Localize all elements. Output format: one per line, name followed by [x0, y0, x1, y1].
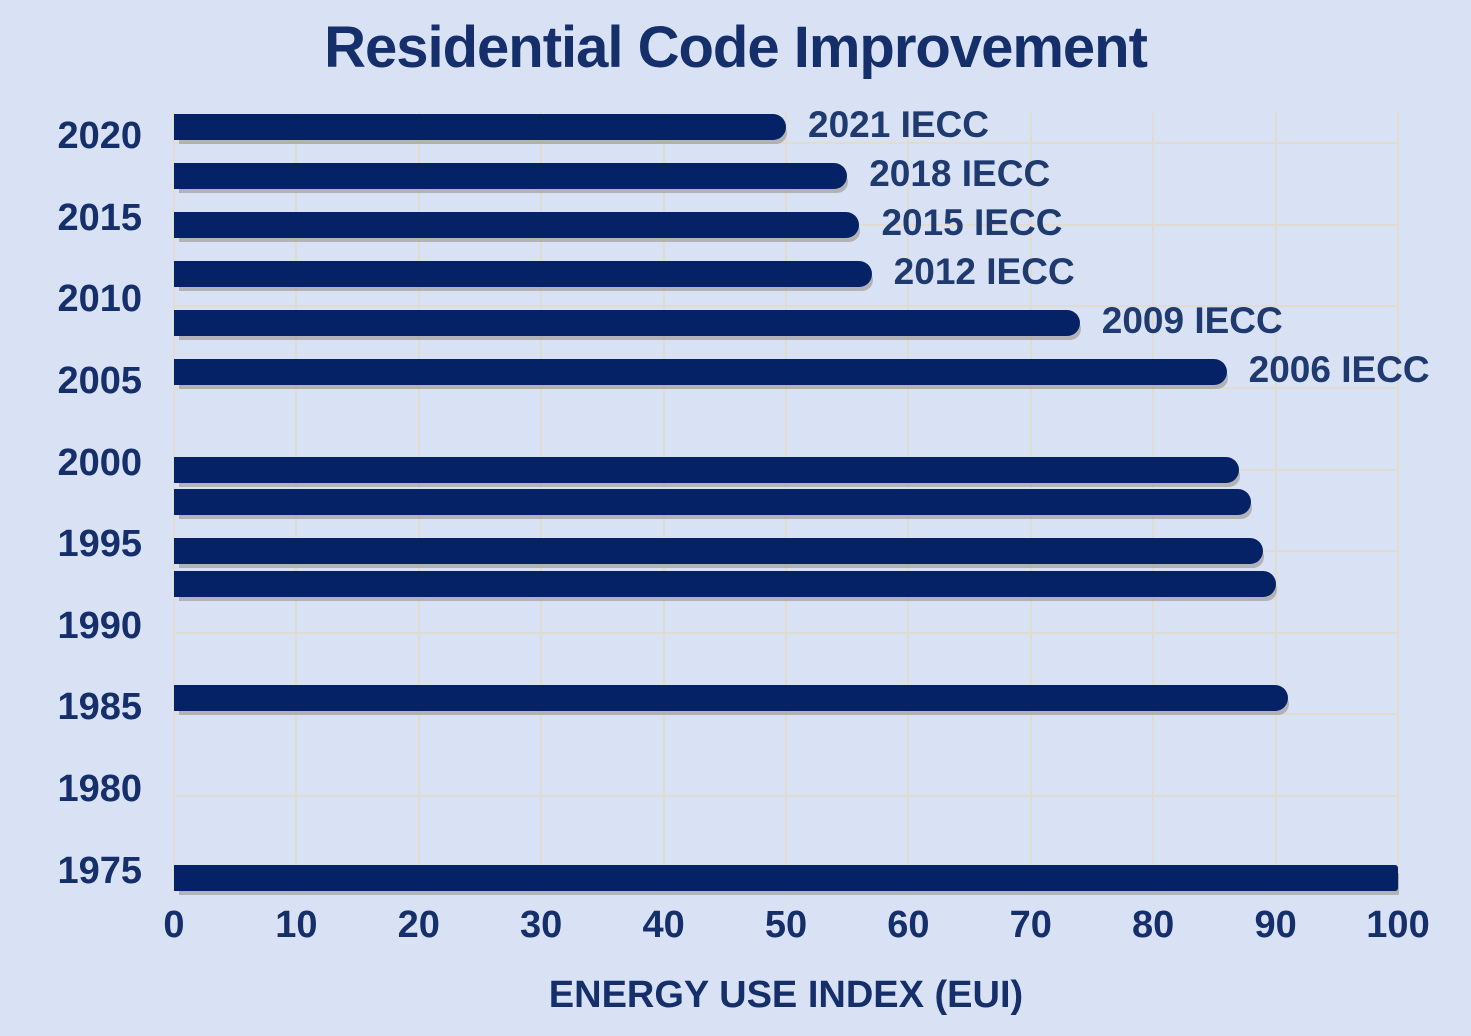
y-tick-label-1985: 1985: [57, 686, 142, 729]
x-tick-label-20: 20: [397, 904, 440, 946]
x-tick-label-30: 30: [520, 904, 563, 946]
y-tick-label-1990: 1990: [57, 604, 142, 647]
bar-label-2006: 2006 IECC: [1248, 348, 1430, 390]
bar-1986: [174, 684, 1288, 711]
x-tick-label-10: 10: [275, 904, 318, 946]
y-tick-label-2005: 2005: [57, 359, 142, 402]
bar-label-2021: 2021 IECC: [808, 103, 989, 145]
bar-1993: [174, 570, 1276, 597]
y-tick-label-2010: 2010: [57, 278, 142, 321]
x-tick-label-80: 80: [1132, 904, 1175, 946]
bar-2021: [174, 113, 786, 140]
y-tick-label-1980: 1980: [57, 767, 142, 810]
y-tick-label-2015: 2015: [57, 196, 142, 239]
y-tick-label-1975: 1975: [57, 849, 142, 892]
bar-1975: [174, 864, 1398, 891]
bar-label-2009: 2009 IECC: [1101, 299, 1283, 341]
bar-2000: [174, 456, 1239, 483]
bar-label-2018: 2018 IECC: [869, 152, 1051, 194]
y-tick-label-2000: 2000: [57, 441, 142, 484]
bar-1995: [174, 538, 1264, 565]
bar-1998: [174, 489, 1252, 516]
x-axis-title: ENERGY USE INDEX (EUI): [548, 974, 1024, 1016]
bar-2009: [174, 309, 1080, 336]
bar-2012: [174, 260, 872, 287]
chart-title: Residential Code Improvement: [324, 15, 1148, 80]
x-tick-label-70: 70: [1009, 904, 1052, 946]
y-tick-label-2020: 2020: [57, 115, 142, 158]
x-tick-label-60: 60: [887, 904, 930, 946]
x-tick-label-100: 100: [1366, 904, 1430, 946]
x-tick-label-50: 50: [764, 904, 808, 946]
y-tick-label-1995: 1995: [57, 523, 142, 566]
bar-label-2015: 2015 IECC: [881, 201, 1063, 243]
x-tick-label-0: 0: [163, 904, 185, 946]
bar-2018: [174, 162, 848, 189]
bar-2015: [174, 211, 860, 238]
bar-label-2012: 2012 IECC: [893, 250, 1075, 292]
vertical-gridline: [1274, 112, 1277, 893]
vertical-gridline: [1397, 112, 1399, 893]
x-tick-label-90: 90: [1254, 904, 1297, 946]
x-tick-label-40: 40: [642, 904, 685, 946]
bar-2006: [174, 358, 1227, 385]
